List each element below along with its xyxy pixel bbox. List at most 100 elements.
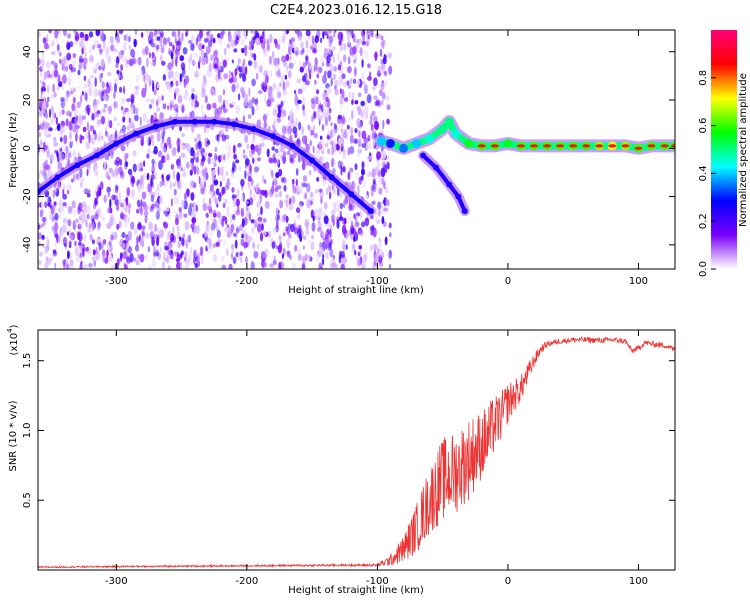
x-tick-label: 100	[629, 576, 648, 587]
noise-speck	[200, 104, 204, 112]
noise-speck	[219, 76, 223, 82]
noise-speck	[273, 83, 276, 89]
noise-speck	[294, 89, 296, 95]
noise-speck	[203, 38, 209, 43]
noise-speck	[336, 216, 340, 224]
branch-trace-point	[461, 208, 468, 215]
noise-speck	[148, 221, 153, 231]
noise-speck	[340, 32, 344, 43]
noise-speck	[181, 55, 185, 61]
noise-speck	[311, 100, 316, 110]
noise-speck	[364, 49, 369, 60]
noise-speck	[231, 248, 235, 255]
noise-speck	[102, 40, 107, 50]
noise-speck	[124, 198, 127, 204]
noise-speck	[52, 253, 57, 258]
noise-speck	[169, 180, 173, 190]
noise-speck	[190, 192, 195, 201]
noise-speck	[38, 232, 42, 240]
noise-speck	[200, 48, 204, 57]
noise-speck	[212, 37, 216, 44]
noise-speck	[339, 193, 343, 198]
noise-speck	[170, 198, 173, 207]
noise-speck	[341, 224, 347, 235]
noise-speck	[59, 136, 63, 143]
noise-speck	[261, 251, 267, 259]
noise-speck	[242, 154, 246, 159]
noise-speck	[301, 82, 306, 91]
noise-speck	[362, 254, 367, 264]
noise-speck	[108, 167, 113, 173]
noise-speck	[262, 80, 267, 87]
noise-speck	[309, 139, 312, 147]
noise-speck	[54, 262, 57, 269]
noise-speck	[190, 180, 196, 188]
noise-speck	[99, 181, 104, 190]
noise-speck	[68, 120, 73, 131]
noise-speck	[61, 65, 67, 71]
y-tick-label: 0	[22, 145, 33, 151]
colorbar-tick-label: 0.0	[698, 261, 709, 277]
noise-speck	[113, 48, 118, 53]
noise-speck	[191, 217, 197, 224]
noise-speck	[362, 34, 366, 42]
noise-speck	[146, 153, 150, 159]
noise-speck	[338, 254, 342, 264]
noise-speck	[79, 134, 83, 144]
noise-speck	[255, 38, 260, 46]
noise-speck	[279, 145, 284, 152]
noise-speck	[234, 68, 238, 77]
noise-speck	[276, 43, 281, 50]
noise-speck	[99, 30, 105, 35]
noise-speck	[322, 144, 325, 151]
noise-speck	[330, 128, 334, 139]
y-tick-label: 20	[22, 94, 33, 107]
noise-speck	[76, 255, 81, 263]
noise-speck	[380, 82, 385, 91]
noise-speck	[41, 209, 44, 214]
noise-speck	[149, 39, 152, 45]
noise-speck	[45, 122, 51, 129]
noise-speck	[357, 259, 361, 267]
noise-speck	[286, 227, 290, 235]
noise-speck	[258, 90, 263, 95]
noise-speck	[53, 201, 57, 207]
noise-speck	[318, 188, 323, 193]
noise-speck	[66, 52, 72, 61]
noise-speck	[292, 126, 298, 134]
noise-speck	[378, 248, 383, 258]
noise-speck	[232, 163, 237, 172]
noise-speck	[275, 70, 281, 78]
noise-speck	[284, 125, 290, 133]
noise-speck	[313, 125, 316, 130]
noise-speck	[342, 147, 345, 155]
noise-speck	[311, 35, 315, 46]
noise-speck	[351, 91, 355, 102]
noise-speck	[350, 30, 353, 36]
noise-speck	[61, 109, 65, 115]
noise-speck	[58, 211, 62, 219]
noise-speck	[235, 198, 240, 207]
noise-speck	[46, 69, 51, 79]
noise-speck	[335, 143, 340, 151]
noise-speck	[322, 254, 325, 259]
noise-speck	[297, 88, 303, 95]
noise-speck	[319, 140, 322, 149]
noise-speck	[327, 184, 332, 193]
noise-speck	[140, 69, 144, 79]
noise-speck	[110, 212, 115, 220]
noise-speck	[196, 224, 200, 235]
noise-speck	[227, 33, 232, 43]
noise-speck	[326, 55, 331, 64]
noise-speck	[279, 82, 282, 88]
noise-speck	[188, 56, 193, 64]
noise-speck	[173, 189, 177, 197]
noise-speck	[193, 53, 198, 58]
noise-speck	[322, 179, 326, 187]
noise-speck	[253, 59, 258, 69]
noise-speck	[201, 111, 205, 118]
noise-speck	[150, 42, 156, 48]
noise-speck	[151, 236, 155, 247]
noise-speck	[65, 145, 69, 155]
noise-speck	[292, 57, 296, 67]
